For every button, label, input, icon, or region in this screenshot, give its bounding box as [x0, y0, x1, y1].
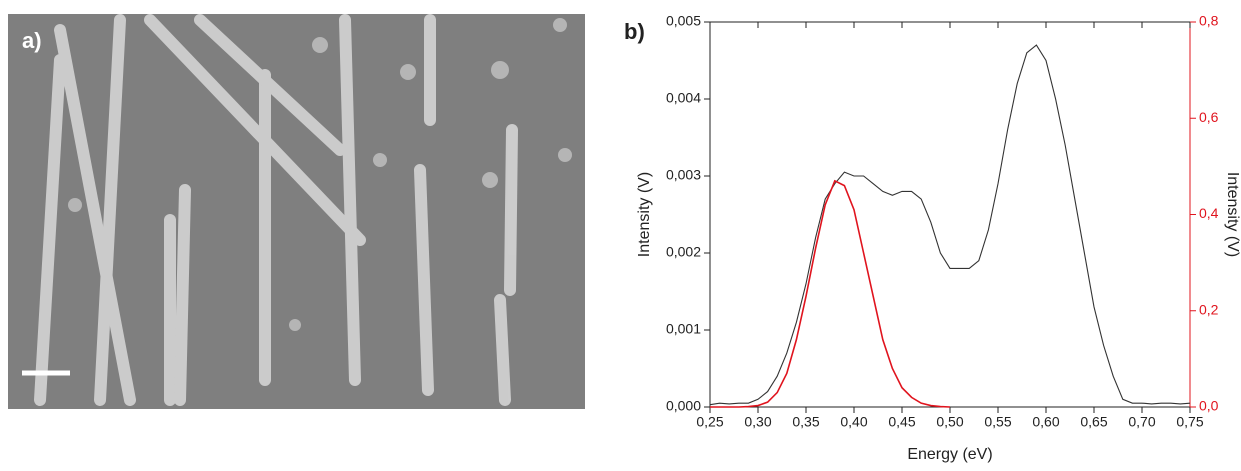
- y-tick-label: 0,001: [666, 321, 701, 337]
- x-tick-label: 0,25: [696, 414, 723, 430]
- x-tick-label: 0,75: [1176, 414, 1203, 430]
- panel-label: a): [22, 28, 42, 53]
- panel-label: b): [624, 19, 645, 44]
- x-tick-label: 0,35: [792, 414, 819, 430]
- x-tick-label: 0,65: [1080, 414, 1107, 430]
- sem-image: [8, 14, 585, 409]
- x-axis-title: Energy (eV): [907, 446, 992, 463]
- x-tick-label: 0,50: [936, 414, 963, 430]
- x-tick-label: 0,55: [984, 414, 1011, 430]
- chart: 0,25 0,30 0,35 0,40 0,45 0,50 0,55 0,60 0,65 0,70…: [636, 13, 1241, 464]
- y-tick-label: 0,005: [666, 13, 701, 29]
- y2-tick-label: 0,6: [1199, 109, 1219, 125]
- data-line: [709, 44, 1191, 406]
- y2-axis-title: Intensity (V): [1224, 172, 1241, 257]
- y2-tick-label: 0,2: [1199, 301, 1219, 317]
- x-tick-label: 0,40: [840, 414, 867, 430]
- y2-tick-label: 0,4: [1199, 205, 1219, 221]
- x-tick-label: 0,60: [1032, 414, 1059, 430]
- y-tick-label: 0,004: [666, 90, 701, 106]
- y-tick-label: 0,002: [666, 244, 701, 260]
- y-tick-label: 0,003: [666, 167, 701, 183]
- x-tick-label: 0,45: [888, 414, 915, 430]
- y2-tick-label: 0,0: [1199, 398, 1219, 414]
- x-tick-label: 0,70: [1128, 414, 1155, 430]
- x-tick-label: 0,30: [744, 414, 771, 430]
- y2-tick-label: 0,8: [1199, 13, 1219, 29]
- data-line: [710, 179, 951, 408]
- y-axis-title: Intensity (V): [636, 172, 653, 257]
- y-tick-label: 0,000: [666, 398, 701, 414]
